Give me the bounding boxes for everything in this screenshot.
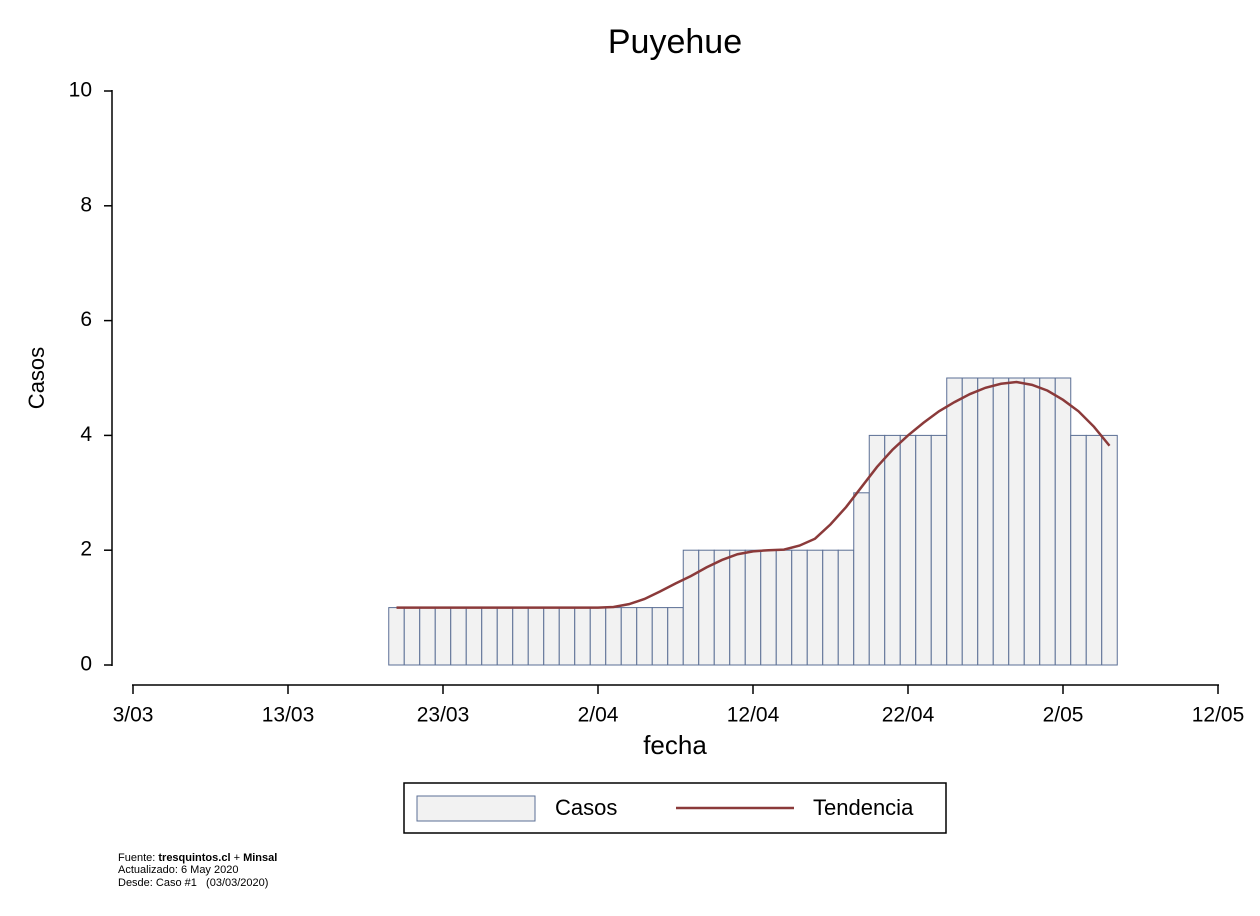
- bar: [388, 607, 405, 666]
- y-tick-label: 2: [80, 538, 92, 561]
- y-tick-label: 8: [80, 193, 92, 216]
- bar: [822, 549, 839, 666]
- x-tick-label: 12/05: [1192, 704, 1245, 727]
- footer-text: Actualizado: 6 May 2020: [118, 864, 238, 876]
- bar: [589, 607, 607, 666]
- bar: [946, 377, 963, 666]
- y-tick-label: 0: [80, 653, 92, 676]
- bar: [961, 377, 979, 666]
- bar: [636, 607, 653, 666]
- bar: [729, 549, 746, 666]
- bar: [419, 607, 436, 666]
- bar: [1101, 434, 1118, 666]
- y-axis-label: Casos: [24, 347, 49, 409]
- bar: [853, 492, 870, 666]
- footer-text: Minsal: [243, 852, 277, 864]
- x-tick-label: 3/03: [113, 704, 154, 727]
- bar: [620, 607, 638, 666]
- bar: [868, 434, 886, 666]
- footer-source: Fuente: tresquintos.cl + Minsal: [118, 852, 277, 864]
- bar: [760, 549, 777, 666]
- x-tick-label: 23/03: [417, 704, 470, 727]
- bar: [450, 607, 467, 666]
- bar: [899, 434, 917, 666]
- y-tick-label: 4: [80, 423, 92, 446]
- bar: [434, 607, 452, 666]
- bar: [977, 377, 994, 666]
- bar: [915, 434, 932, 666]
- bar: [496, 607, 514, 666]
- bar: [558, 607, 576, 666]
- bar: [651, 607, 669, 666]
- y-tick-label: 6: [80, 308, 92, 331]
- bar: [574, 607, 591, 666]
- bar: [791, 549, 808, 666]
- bar: [744, 549, 762, 666]
- bar: [713, 549, 731, 666]
- bar: [1039, 377, 1056, 666]
- chart-title: Puyehue: [608, 23, 742, 61]
- bar: [512, 607, 529, 666]
- y-tick-label: 10: [69, 79, 92, 102]
- bar: [667, 607, 684, 666]
- bar: [682, 549, 700, 666]
- bar: [1070, 434, 1087, 666]
- legend-label: Tendencia: [813, 795, 914, 820]
- bar: [465, 607, 483, 666]
- bar: [543, 607, 560, 666]
- bar: [605, 607, 622, 666]
- bar: [1008, 377, 1025, 666]
- bar: [884, 434, 901, 666]
- x-tick-label: 22/04: [882, 704, 935, 727]
- footer-text: Fuente:: [118, 852, 155, 864]
- bar: [837, 549, 855, 666]
- legend-label: Casos: [555, 795, 617, 820]
- legend-swatch: [416, 795, 536, 822]
- bar: [930, 434, 948, 666]
- x-axis-label: fecha: [643, 730, 707, 760]
- bar: [1085, 434, 1103, 666]
- bar: [806, 549, 824, 666]
- x-tick-label: 2/04: [578, 704, 619, 727]
- x-tick-label: 13/03: [262, 704, 315, 727]
- trend-line: [396, 380, 1111, 609]
- bar: [481, 607, 498, 666]
- bar: [1054, 377, 1072, 666]
- footer-text: +: [234, 852, 240, 864]
- footer-text: Desde: Caso #1 (03/03/2020): [118, 877, 268, 889]
- bar: [1023, 377, 1041, 666]
- x-tick-label: 12/04: [727, 704, 780, 727]
- x-tick-label: 2/05: [1043, 704, 1084, 727]
- footer-text: tresquintos.cl: [158, 852, 230, 864]
- bar: [775, 549, 793, 666]
- bar: [403, 607, 421, 666]
- bar: [527, 607, 545, 666]
- bar: [992, 377, 1010, 666]
